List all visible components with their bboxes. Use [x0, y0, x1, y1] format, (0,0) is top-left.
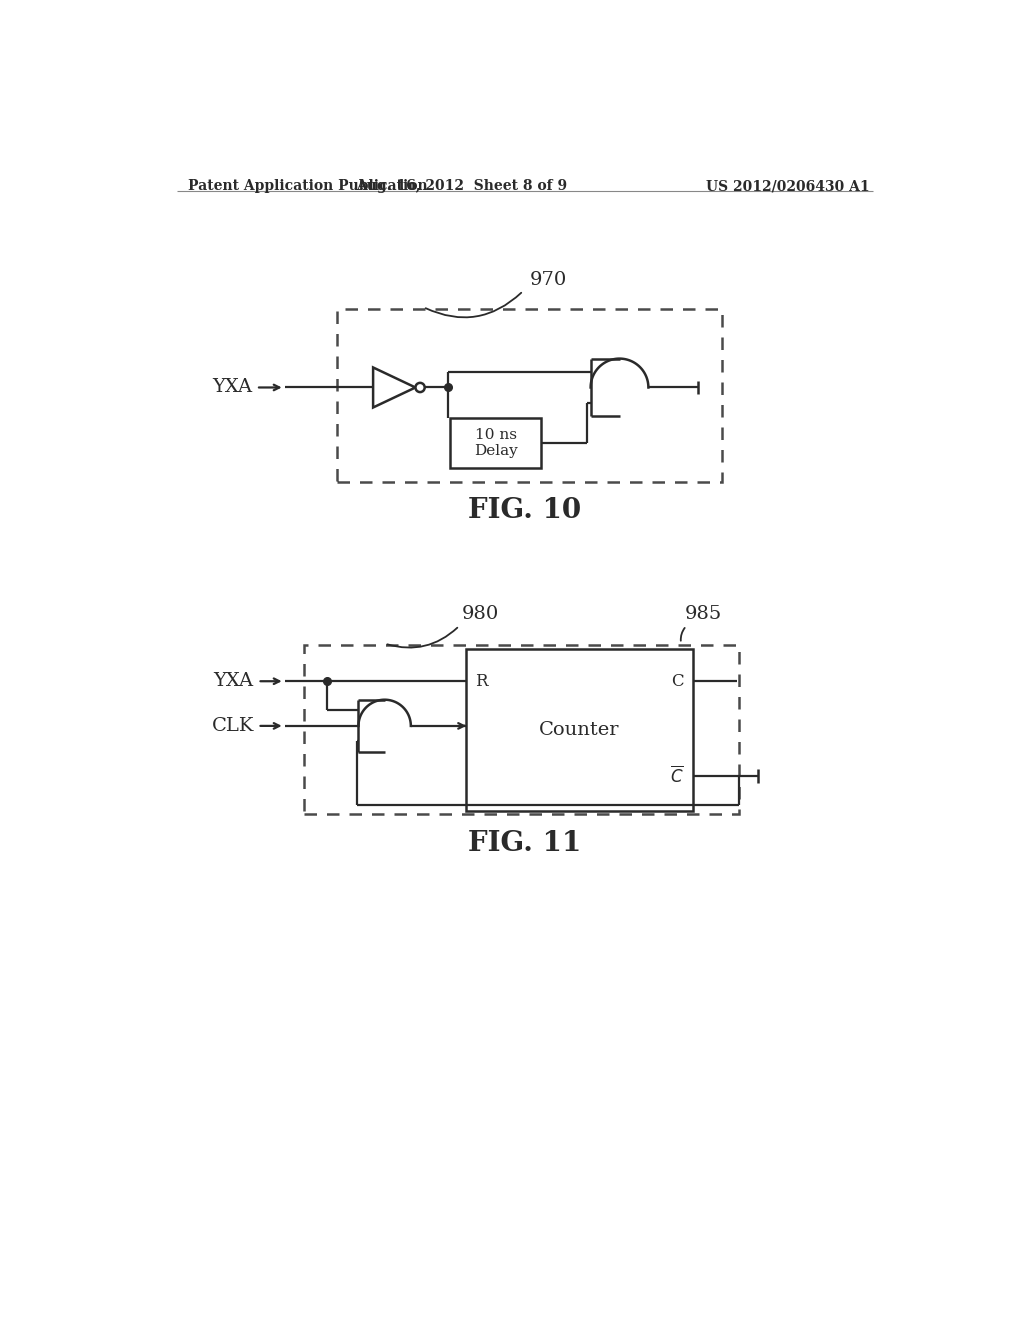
Text: YXA: YXA — [214, 672, 254, 690]
Text: 10 ns: 10 ns — [474, 428, 516, 442]
Text: YXA: YXA — [212, 379, 252, 396]
Text: Counter: Counter — [539, 721, 620, 739]
Bar — [466, 649, 692, 810]
Text: Aug. 16, 2012  Sheet 8 of 9: Aug. 16, 2012 Sheet 8 of 9 — [356, 180, 567, 193]
Text: R: R — [475, 673, 487, 690]
Text: Patent Application Publication: Patent Application Publication — [188, 180, 428, 193]
Text: CLK: CLK — [211, 717, 254, 735]
Text: 970: 970 — [529, 272, 566, 289]
Text: Delay: Delay — [474, 444, 517, 458]
Bar — [451, 418, 541, 469]
Bar — [337, 309, 722, 482]
Text: 980: 980 — [462, 606, 499, 623]
Text: FIG. 11: FIG. 11 — [468, 830, 582, 857]
Text: FIG. 10: FIG. 10 — [468, 498, 582, 524]
Text: C: C — [671, 673, 683, 690]
Circle shape — [416, 383, 425, 392]
Text: 985: 985 — [685, 606, 722, 623]
Bar — [304, 645, 739, 814]
Text: US 2012/0206430 A1: US 2012/0206430 A1 — [707, 180, 869, 193]
Text: $\overline{C}$: $\overline{C}$ — [670, 766, 683, 787]
